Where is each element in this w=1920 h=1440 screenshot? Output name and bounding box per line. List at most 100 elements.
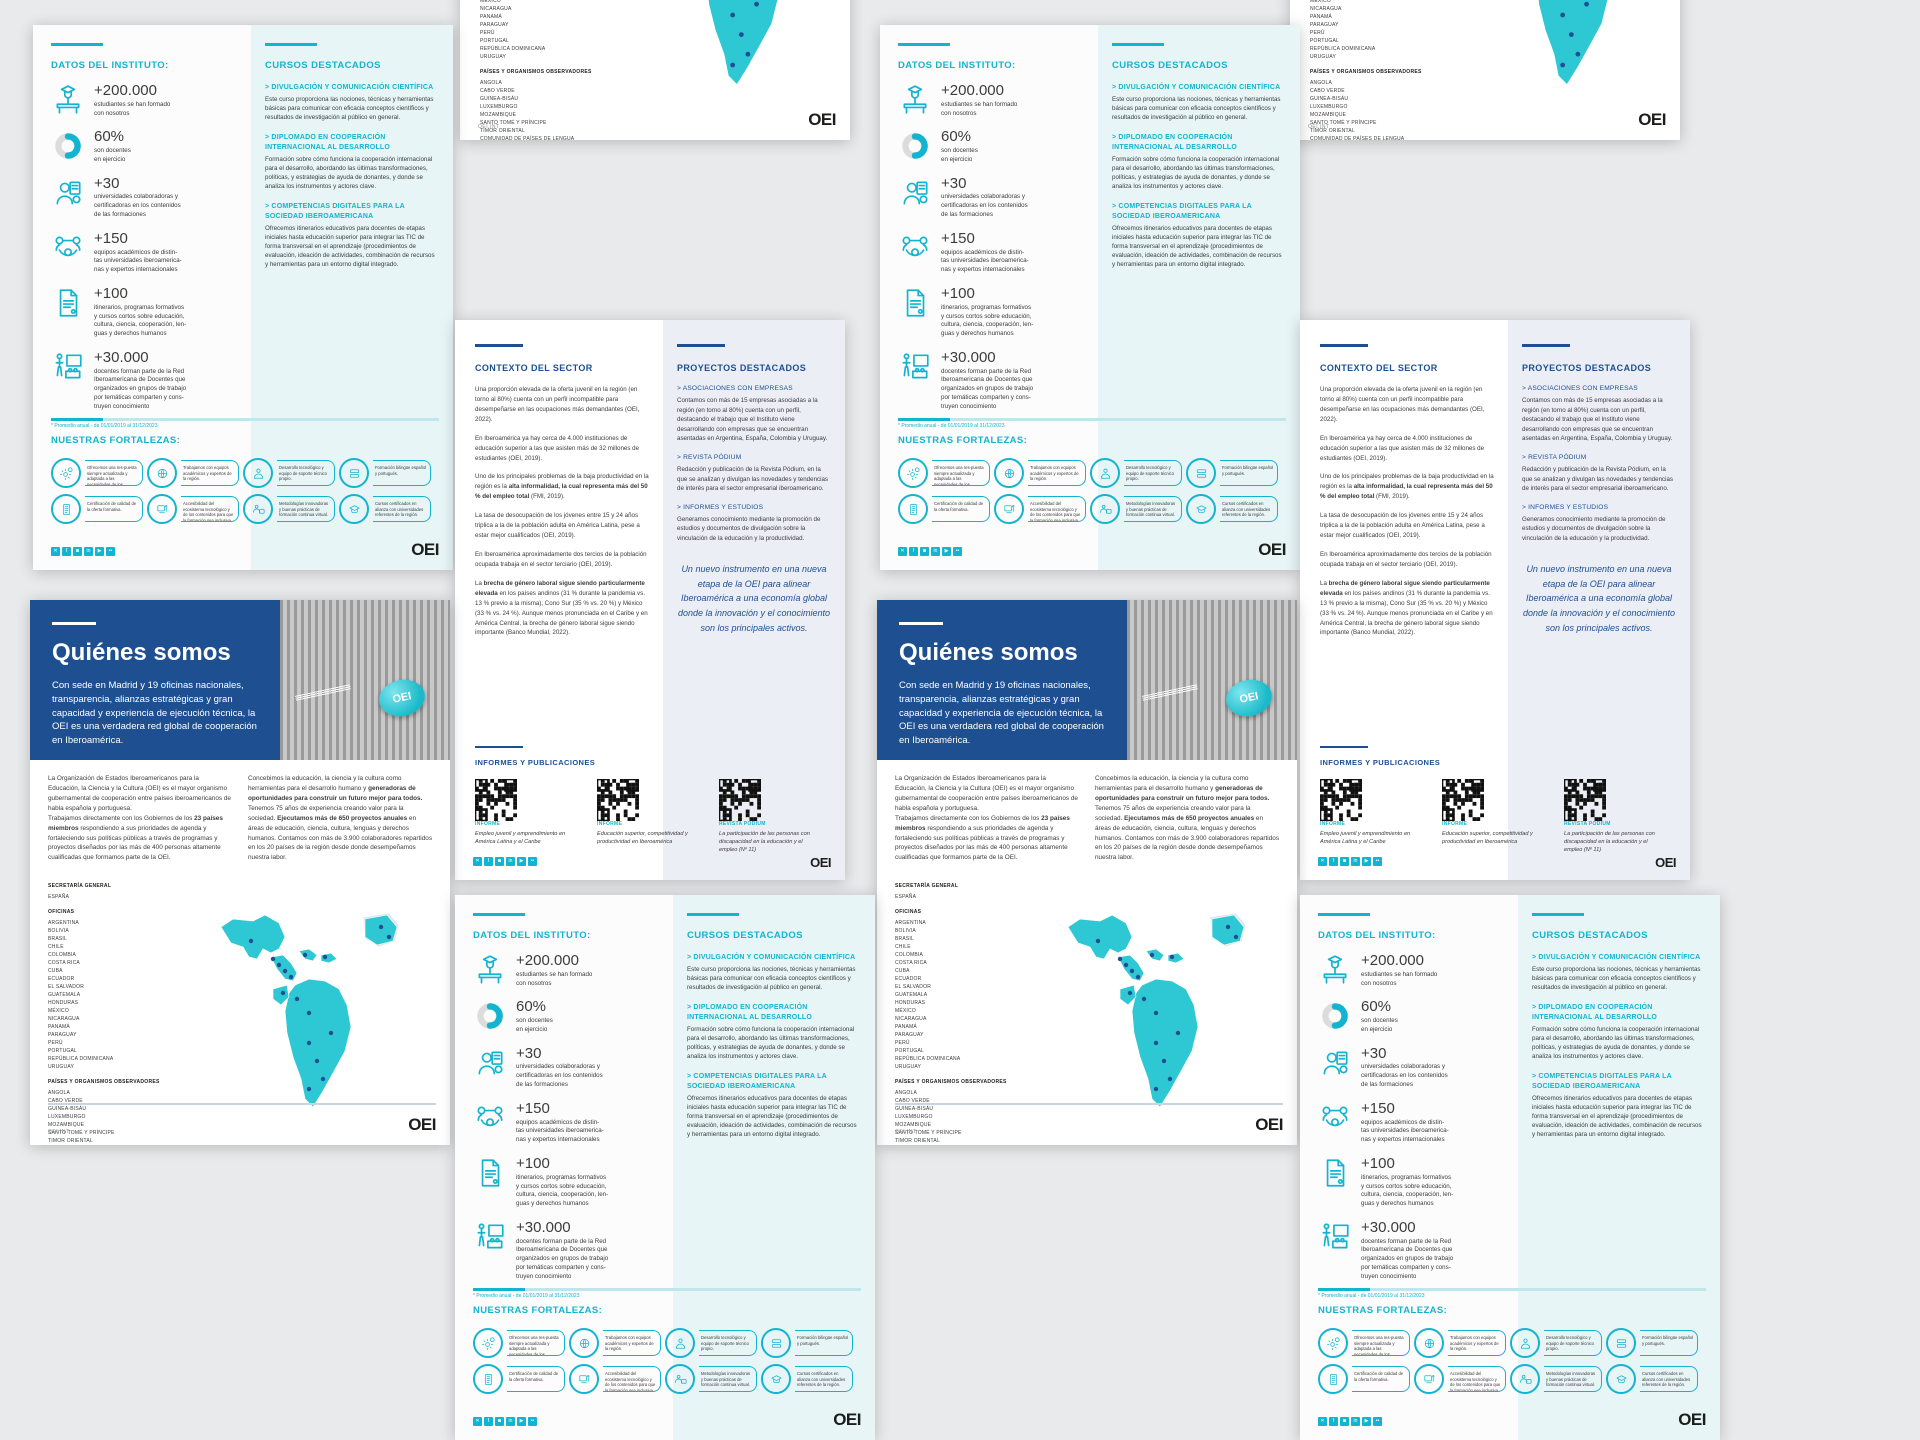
linkedin-icon[interactable]: in	[1351, 1417, 1360, 1426]
course-title[interactable]: > COMPETENCIAS DIGITALES PARA LA SOCIEDA…	[687, 1073, 827, 1090]
youtube-icon[interactable]: ▶	[517, 857, 526, 866]
course-title[interactable]: > DIVULGACIÓN Y COMUNICACIÓN CIENTÍFICA	[687, 954, 856, 961]
instagram-icon[interactable]: ◙	[73, 547, 82, 556]
youtube-icon[interactable]: ▶	[517, 1417, 526, 1426]
flickr-icon[interactable]: ••	[1373, 857, 1382, 866]
social-bar[interactable]: ✕ f ◙ in ▶ ••	[1318, 1417, 1382, 1426]
project-title[interactable]: > REVISTA PÓDIUM	[677, 454, 742, 462]
linkedin-icon[interactable]: in	[931, 547, 940, 556]
publication-title: La participación de las personas con dis…	[1564, 830, 1655, 853]
qr-code[interactable]	[1320, 778, 1362, 821]
twitter-icon[interactable]: ✕	[51, 547, 60, 556]
globe-team-icon	[569, 1328, 599, 1358]
instagram-icon[interactable]: ◙	[920, 547, 929, 556]
publication-qr[interactable]	[719, 778, 815, 821]
publication-qr[interactable]	[1442, 778, 1538, 821]
qr-code[interactable]	[597, 778, 639, 821]
course-title[interactable]: > COMPETENCIAS DIGITALES PARA LA SOCIEDA…	[1112, 203, 1252, 220]
course-title[interactable]: > COMPETENCIAS DIGITALES PARA LA SOCIEDA…	[1532, 1073, 1672, 1090]
country-item: COSTA RICA	[895, 960, 927, 967]
youtube-icon[interactable]: ▶	[1362, 1417, 1371, 1426]
flickr-icon[interactable]: ••	[953, 547, 962, 556]
qr-code[interactable]	[1564, 778, 1606, 821]
intro-col-2: Concebimos la educación, la ciencia y la…	[1095, 775, 1280, 862]
project-title[interactable]: > INFORMES Y ESTUDIOS	[1522, 503, 1609, 511]
graduation-cap-icon	[1186, 494, 1216, 524]
project-title[interactable]: > ASOCIACIONES CON EMPRESAS	[677, 385, 793, 392]
facebook-icon[interactable]: f	[62, 547, 71, 556]
country-item: ESPAÑA	[48, 894, 70, 901]
stat-item: +150 equipos académicos de distin- tas u…	[473, 1101, 659, 1145]
strength-text: Formación bilingüe español y portugués.	[373, 460, 431, 486]
context-paragraph: La brecha de género laboral sigue siendo…	[1320, 579, 1493, 637]
country-item: NICARAGUA	[48, 1016, 80, 1023]
linkedin-icon[interactable]: in	[506, 1417, 515, 1426]
contexto-heading: CONTEXTO DEL SECTOR	[475, 363, 593, 373]
publication-qr[interactable]	[1320, 778, 1416, 821]
instagram-icon[interactable]: ◙	[495, 857, 504, 866]
publication-qr[interactable]	[475, 778, 571, 821]
label-observadores: PAÍSES Y ORGANISMOS OBSERVADORES	[895, 1079, 1007, 1086]
course-title[interactable]: > DIVULGACIÓN Y COMUNICACIÓN CIENTÍFICA	[265, 84, 434, 91]
qr-code[interactable]	[475, 778, 517, 821]
course-title[interactable]: > COMPETENCIAS DIGITALES PARA LA SOCIEDA…	[265, 203, 405, 220]
linkedin-icon[interactable]: in	[1351, 857, 1360, 866]
social-bar[interactable]: ✕ f ◙ in ▶ ••	[1318, 857, 1382, 866]
hero-text: Quiénes somos Con sede en Madrid y 19 of…	[30, 600, 280, 760]
course-title[interactable]: > DIPLOMADO EN COOPERACIÓN INTERNACIONAL…	[1112, 134, 1238, 151]
flickr-icon[interactable]: ••	[528, 1417, 537, 1426]
publication-title: Educación superior, competitividad y pro…	[1442, 830, 1533, 845]
facebook-icon[interactable]: f	[909, 547, 918, 556]
social-bar[interactable]: ✕ f ◙ in ▶ ••	[51, 547, 115, 556]
country-lists: SECRETARÍA GENERAL ESPAÑA OFICINAS ARGEN…	[895, 875, 1035, 1145]
project-title[interactable]: > INFORMES Y ESTUDIOS	[677, 503, 764, 511]
qr-code[interactable]	[719, 778, 761, 821]
flickr-icon[interactable]: ••	[106, 547, 115, 556]
accent-rule	[687, 913, 739, 916]
twitter-icon[interactable]: ✕	[1318, 857, 1327, 866]
course-title[interactable]: > DIPLOMADO EN COOPERACIÓN INTERNACIONAL…	[1532, 1004, 1658, 1021]
youtube-icon[interactable]: ▶	[942, 547, 951, 556]
instagram-icon[interactable]: ◙	[1340, 1417, 1349, 1426]
strength-item: Certificación de calidad de la oferta fo…	[51, 494, 143, 524]
social-bar[interactable]: ✕ f ◙ in ▶ ••	[898, 547, 962, 556]
twitter-icon[interactable]: ✕	[473, 857, 482, 866]
facebook-icon[interactable]: f	[484, 1417, 493, 1426]
accent-rule	[1318, 913, 1370, 916]
course-title[interactable]: > DIVULGACIÓN Y COMUNICACIÓN CIENTÍFICA	[1532, 954, 1701, 961]
flickr-icon[interactable]: ••	[1373, 1417, 1382, 1426]
course-title[interactable]: > DIVULGACIÓN Y COMUNICACIÓN CIENTÍFICA	[1112, 84, 1281, 91]
project-body: Redacción y publicación de la Revista Pó…	[677, 466, 829, 493]
social-bar[interactable]: ✕ f ◙ in ▶ ••	[473, 1417, 537, 1426]
flickr-icon[interactable]: ••	[528, 857, 537, 866]
project-title[interactable]: > ASOCIACIONES CON EMPRESAS	[1522, 385, 1638, 392]
course-title[interactable]: > DIPLOMADO EN COOPERACIÓN INTERNACIONAL…	[265, 134, 391, 151]
country-item: ANGOLA	[480, 80, 503, 86]
strength-text: Ofrecemos una res-puesta siempre actuali…	[1352, 1330, 1410, 1356]
youtube-icon[interactable]: ▶	[95, 547, 104, 556]
instagram-icon[interactable]: ◙	[495, 1417, 504, 1426]
qr-code[interactable]	[1442, 778, 1484, 821]
publication-qr[interactable]	[1564, 778, 1660, 821]
project-title[interactable]: > REVISTA PÓDIUM	[1522, 454, 1587, 462]
proyectos-heading: PROYECTOS DESTACADOS	[677, 363, 807, 373]
course-item: > DIPLOMADO EN COOPERACIÓN INTERNACIONAL…	[265, 133, 439, 192]
twitter-icon[interactable]: ✕	[898, 547, 907, 556]
course-title[interactable]: > DIPLOMADO EN COOPERACIÓN INTERNACIONAL…	[687, 1004, 813, 1021]
divider	[895, 1103, 1283, 1105]
facebook-icon[interactable]: f	[484, 857, 493, 866]
twitter-icon[interactable]: ✕	[1318, 1417, 1327, 1426]
country-item: PERÚ	[1310, 30, 1325, 36]
course-body: Formación sobre cómo funciona la coopera…	[687, 1026, 855, 1061]
youtube-icon[interactable]: ▶	[1362, 857, 1371, 866]
twitter-icon[interactable]: ✕	[473, 1417, 482, 1426]
linkedin-icon[interactable]: in	[506, 857, 515, 866]
social-bar[interactable]: ✕ f ◙ in ▶ ••	[473, 857, 537, 866]
country-item: CHILE	[48, 944, 64, 951]
publication-qr[interactable]	[597, 778, 693, 821]
facebook-icon[interactable]: f	[1329, 857, 1338, 866]
linkedin-icon[interactable]: in	[84, 547, 93, 556]
facebook-icon[interactable]: f	[1329, 1417, 1338, 1426]
instagram-icon[interactable]: ◙	[1340, 857, 1349, 866]
stat-number: +200.000	[1361, 952, 1424, 969]
